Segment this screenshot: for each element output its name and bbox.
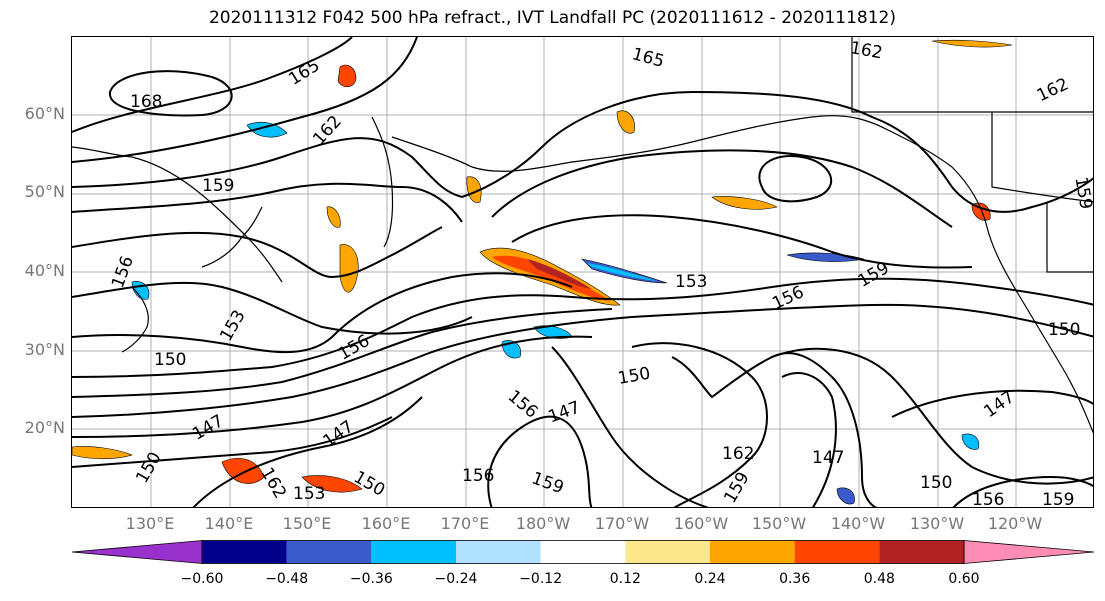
colorbar-segment [879,540,964,564]
lon-label-130w: 130°W [909,514,965,533]
map-title: 2020111312 F042 500 hPa refract., IVT La… [208,8,896,28]
lon-label-170e: 170°E [440,514,490,533]
refractivity-shading [72,39,1013,505]
colorbar-extend-high [963,540,1094,564]
contour-label: 162 [309,112,346,149]
contour-label: 162 [256,464,290,502]
contour-label: 156 [972,490,1004,508]
contour-label: 156 [462,466,494,486]
colorbar-segment [202,540,287,564]
contour-label: 165 [285,56,323,90]
colorbar-tick-label: 0.60 [948,571,980,587]
colorbar-segment [794,540,880,564]
colorbar-tick-label: 0.12 [609,571,641,587]
colorbar-segment [371,540,456,564]
contour-label: 162 [722,444,754,464]
contour-label: 153 [293,484,325,504]
lat-label-30n: 30°N [24,340,65,359]
contour-label: 168 [130,92,162,112]
colorbar-tick-label: −0.12 [519,571,563,587]
lon-label-160w: 160°W [673,514,729,533]
lon-label-120w: 120°W [987,514,1043,533]
colorbar-segment [625,540,710,564]
lat-label-20n: 20°N [24,418,65,437]
lon-label-180w: 180°W [515,514,571,533]
contour-label: 150 [132,449,166,487]
contour-label: 162 [1034,74,1072,106]
height-contours [72,37,1093,507]
contour-label: 147 [812,448,844,468]
lat-label-50n: 50°N [24,182,65,201]
lon-label-140e: 140°E [204,514,254,533]
coastlines [72,37,1093,434]
lon-label-150e: 150°E [282,514,332,533]
lon-label-150w: 150°W [751,514,807,533]
map-panel: 168 165 162 159 156 153 150 147 165 162 … [71,36,1094,508]
contour-label: 150 [350,467,388,501]
contour-label: 150 [920,473,952,493]
contour-label: 153 [216,307,250,345]
colorbar-tick-label: −0.60 [180,571,224,587]
contour-label: 150 [616,364,651,389]
colorbar-segment [710,540,795,564]
contour-label: 165 [630,44,667,72]
colorbar-segment [286,540,372,564]
lat-label-60n: 60°N [24,104,65,123]
colorbar [72,540,1094,564]
colorbar-extend-low [72,540,203,564]
contour-labels: 168 165 162 159 156 153 150 147 165 162 … [108,38,1094,508]
lon-label-140w: 140°W [830,514,886,533]
contour-label: 147 [546,398,583,428]
contour-label: 162 [849,38,884,63]
contour-label: 159 [529,468,566,498]
contour-label: 153 [675,272,707,292]
colorbar-tick-label: 0.48 [863,571,895,587]
colorbar-tick-label: −0.36 [349,571,393,587]
contour-label: 159 [202,176,234,196]
contour-label: 156 [504,386,542,422]
map-canvas: 168 165 162 159 156 153 150 147 165 162 … [72,37,1094,508]
contour-label: 159 [1042,490,1074,508]
contour-label: 159 [720,469,754,507]
contour-label: 150 [1048,320,1080,340]
contour-label: 150 [154,350,186,370]
lon-label-170w: 170°W [594,514,650,533]
colorbar-segment [540,540,626,564]
lon-label-130e: 130°E [125,514,175,533]
colorbar-tick-label: −0.48 [265,571,309,587]
colorbar-tick-label: 0.36 [779,571,811,587]
lat-label-40n: 40°N [24,261,65,280]
colorbar-segment [456,540,541,564]
colorbar-tick-label: −0.24 [434,571,478,587]
contour-label: 147 [189,411,227,445]
colorbar-tick-label: 0.24 [694,571,726,587]
contour-label: 159 [1070,175,1094,210]
lon-label-160e: 160°E [361,514,411,533]
